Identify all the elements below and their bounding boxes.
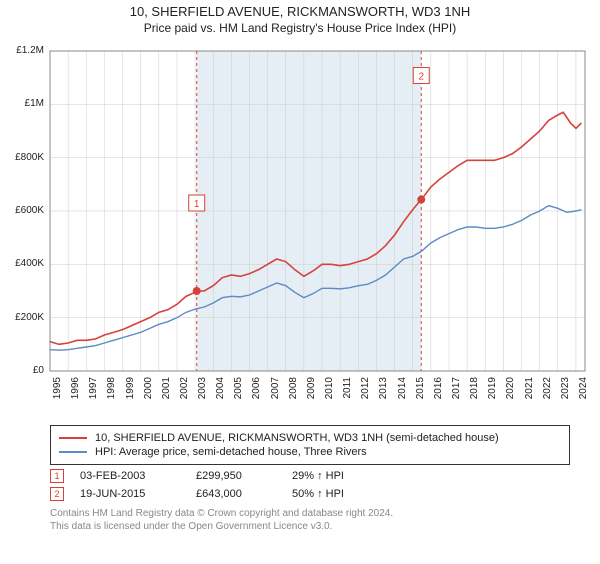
sale-marker-icon: 1 bbox=[50, 469, 64, 483]
sale-box-label-1: 1 bbox=[194, 199, 200, 210]
y-tick-label: £0 bbox=[4, 365, 44, 376]
sale-date: 03-FEB-2003 bbox=[80, 470, 180, 482]
chart-subtitle: Price paid vs. HM Land Registry's House … bbox=[0, 21, 600, 35]
x-tick-label: 2012 bbox=[360, 377, 371, 407]
y-tick-label: £800K bbox=[4, 152, 44, 163]
sale-dot-1 bbox=[193, 287, 201, 295]
sale-diff: 29% ↑ HPI bbox=[292, 470, 392, 482]
sales-table: 1 03-FEB-2003 £299,950 29% ↑ HPI 2 19-JUN-201… bbox=[50, 469, 570, 501]
sale-dot-2 bbox=[417, 196, 425, 204]
chart-plot-area: 12 £0£200K£400K£600K£800K£1M£1.2M 199519… bbox=[0, 41, 600, 421]
sale-diff: 50% ↑ HPI bbox=[292, 488, 392, 500]
sale-row: 1 03-FEB-2003 £299,950 29% ↑ HPI bbox=[50, 469, 570, 483]
y-tick-label: £200K bbox=[4, 312, 44, 323]
x-tick-label: 1997 bbox=[88, 377, 99, 407]
x-tick-label: 2010 bbox=[324, 377, 335, 407]
sale-price: £643,000 bbox=[196, 488, 276, 500]
legend: 10, SHERFIELD AVENUE, RICKMANSWORTH, WD3… bbox=[50, 425, 570, 465]
legend-item: HPI: Average price, semi-detached house,… bbox=[59, 446, 561, 458]
footer-line-2: This data is licensed under the Open Gov… bbox=[50, 520, 570, 533]
legend-swatch bbox=[59, 451, 87, 453]
x-tick-label: 2022 bbox=[542, 377, 553, 407]
y-tick-label: £1M bbox=[4, 98, 44, 109]
sale-price: £299,950 bbox=[196, 470, 276, 482]
x-tick-label: 2009 bbox=[306, 377, 317, 407]
y-tick-label: £400K bbox=[4, 258, 44, 269]
x-tick-label: 1995 bbox=[52, 377, 63, 407]
x-tick-label: 2001 bbox=[161, 377, 172, 407]
x-tick-label: 2011 bbox=[342, 377, 353, 407]
x-tick-label: 1998 bbox=[106, 377, 117, 407]
y-tick-label: £600K bbox=[4, 205, 44, 216]
x-tick-label: 2024 bbox=[578, 377, 589, 407]
sale-box-label-2: 2 bbox=[418, 72, 424, 83]
x-tick-label: 2016 bbox=[433, 377, 444, 407]
x-tick-label: 2014 bbox=[397, 377, 408, 407]
x-tick-label: 2005 bbox=[233, 377, 244, 407]
x-tick-label: 1996 bbox=[70, 377, 81, 407]
x-tick-label: 2015 bbox=[415, 377, 426, 407]
chart-title: 10, SHERFIELD AVENUE, RICKMANSWORTH, WD3… bbox=[0, 4, 600, 19]
x-tick-label: 1999 bbox=[125, 377, 136, 407]
legend-label: HPI: Average price, semi-detached house,… bbox=[95, 446, 367, 458]
x-tick-label: 2020 bbox=[505, 377, 516, 407]
x-tick-label: 2013 bbox=[378, 377, 389, 407]
x-tick-label: 2000 bbox=[143, 377, 154, 407]
x-tick-label: 2007 bbox=[270, 377, 281, 407]
legend-swatch bbox=[59, 437, 87, 439]
footer-line-1: Contains HM Land Registry data © Crown c… bbox=[50, 507, 570, 520]
x-tick-label: 2017 bbox=[451, 377, 462, 407]
x-tick-label: 2004 bbox=[215, 377, 226, 407]
chart-svg: 12 bbox=[0, 41, 600, 421]
legend-label: 10, SHERFIELD AVENUE, RICKMANSWORTH, WD3… bbox=[95, 432, 499, 444]
chart-container: 10, SHERFIELD AVENUE, RICKMANSWORTH, WD3… bbox=[0, 4, 600, 564]
x-tick-label: 2003 bbox=[197, 377, 208, 407]
x-tick-label: 2006 bbox=[251, 377, 262, 407]
x-tick-label: 2002 bbox=[179, 377, 190, 407]
sale-row: 2 19-JUN-2015 £643,000 50% ↑ HPI bbox=[50, 487, 570, 501]
footer: Contains HM Land Registry data © Crown c… bbox=[50, 507, 570, 533]
legend-item: 10, SHERFIELD AVENUE, RICKMANSWORTH, WD3… bbox=[59, 432, 561, 444]
x-tick-label: 2019 bbox=[487, 377, 498, 407]
sale-marker-icon: 2 bbox=[50, 487, 64, 501]
x-tick-label: 2018 bbox=[469, 377, 480, 407]
x-tick-label: 2023 bbox=[560, 377, 571, 407]
sale-date: 19-JUN-2015 bbox=[80, 488, 180, 500]
x-tick-label: 2008 bbox=[288, 377, 299, 407]
x-tick-label: 2021 bbox=[524, 377, 535, 407]
y-tick-label: £1.2M bbox=[4, 45, 44, 56]
